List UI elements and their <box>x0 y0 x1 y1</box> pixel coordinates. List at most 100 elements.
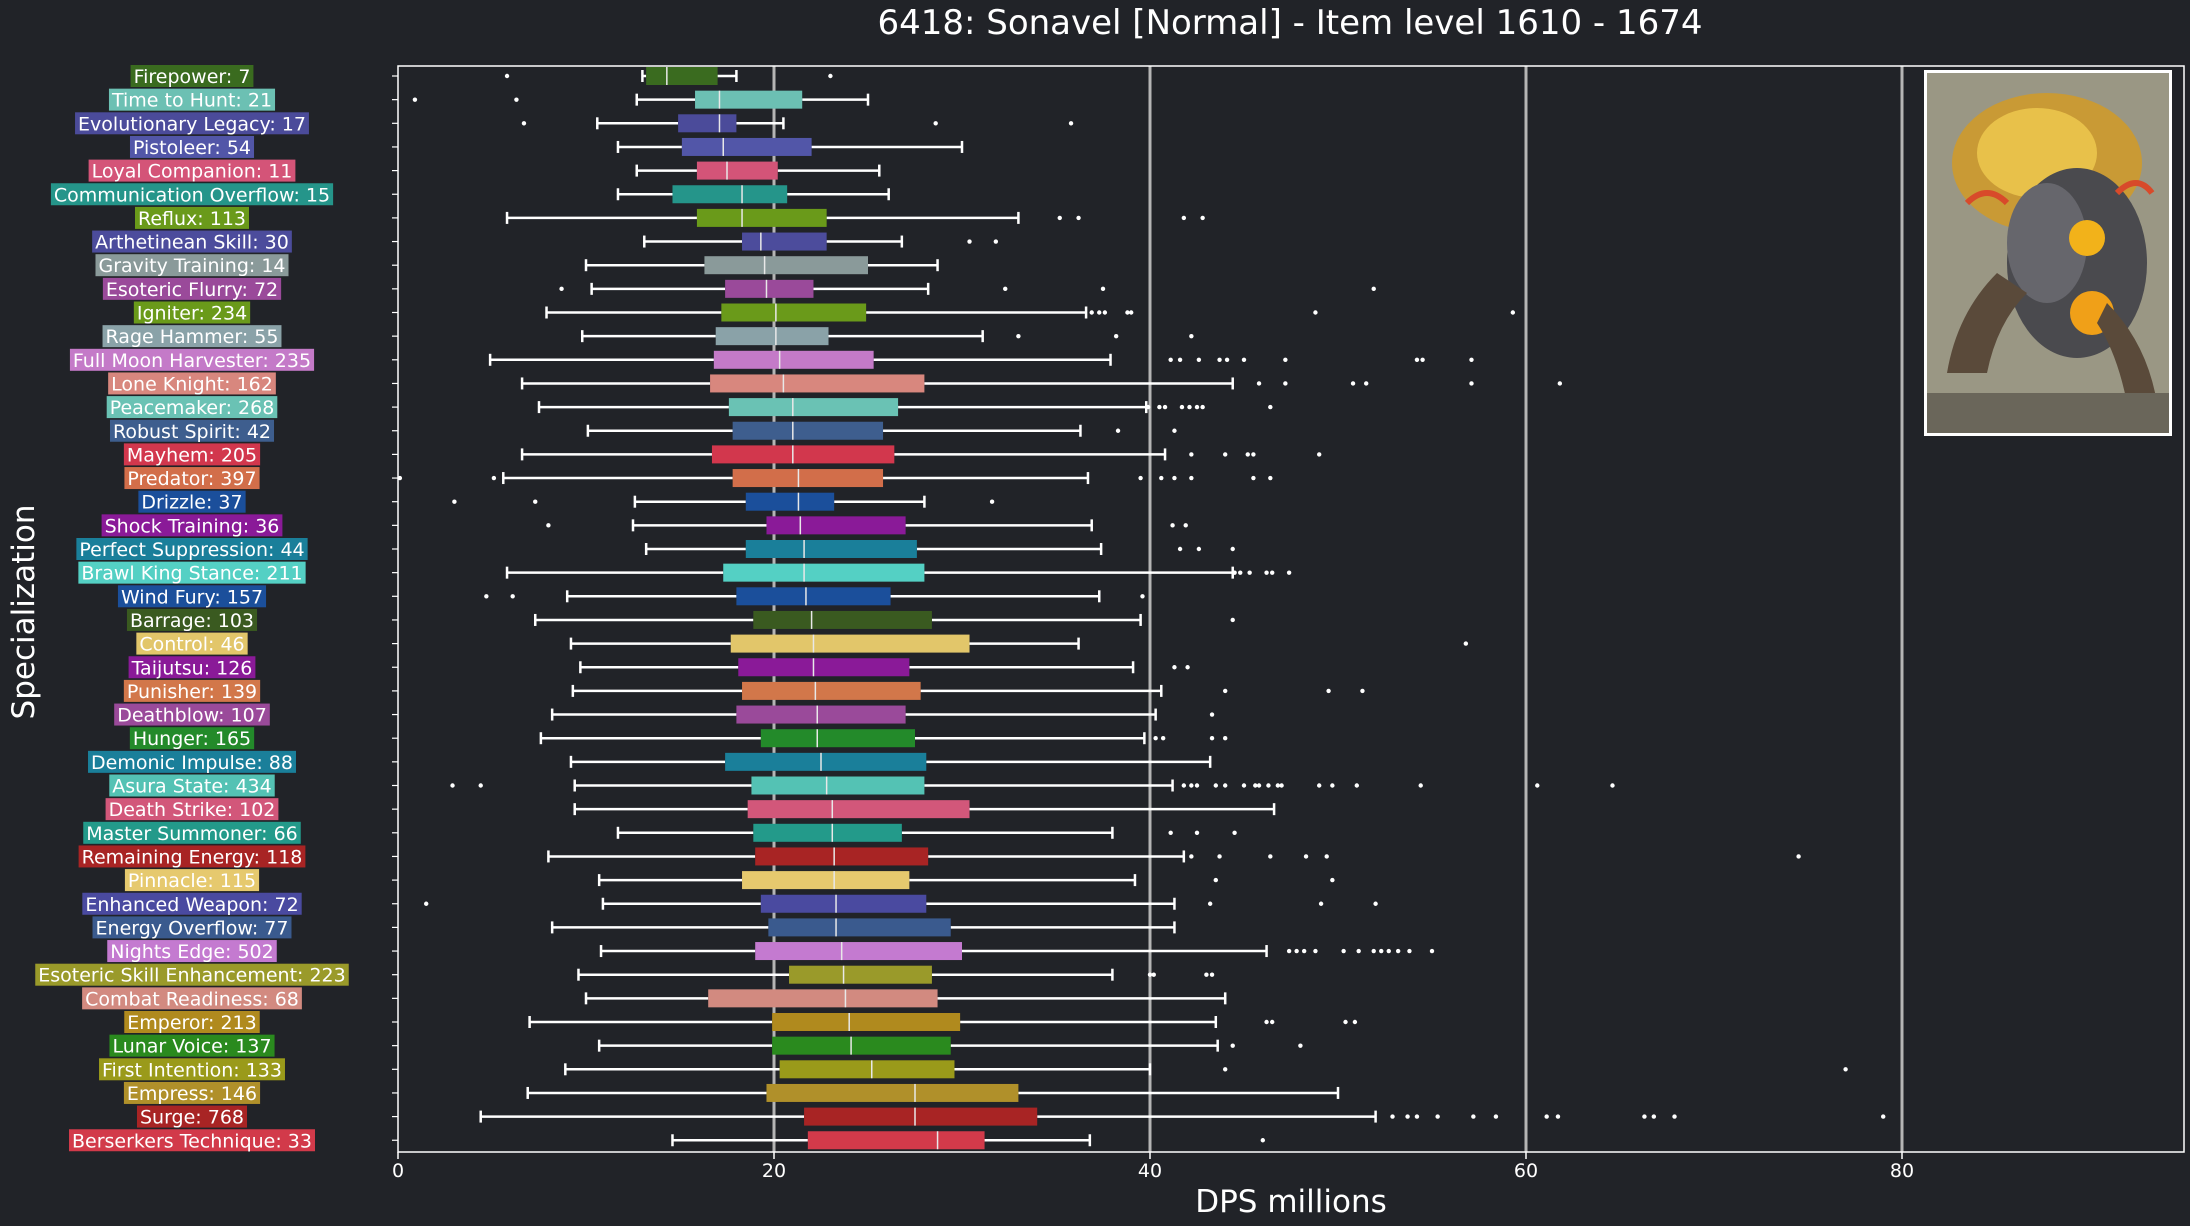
box-32 <box>616 823 1237 842</box>
box-1 <box>412 90 870 109</box>
outlier-point <box>1172 665 1177 670</box>
outlier-point <box>1493 1114 1499 1119</box>
box-iqr <box>742 871 910 890</box>
box-12 <box>488 350 1474 369</box>
category-label-text: Esoteric Flurry: 72 <box>106 279 278 301</box>
box-iqr <box>723 563 925 582</box>
outlier-point <box>1642 1114 1647 1119</box>
outlier-point <box>1217 357 1222 362</box>
outlier-point <box>1151 972 1156 977</box>
box-iqr <box>672 185 788 204</box>
category-label-background <box>123 679 261 702</box>
category-label-text: Nights Edge: 502 <box>110 941 274 963</box>
outlier-point <box>514 97 519 102</box>
box-iqr <box>738 658 910 677</box>
category-label-text: Barrage: 103 <box>130 610 254 632</box>
category-label: Firepower: 7 <box>130 65 254 88</box>
category-label: Remaining Energy: 118 <box>78 845 306 868</box>
outlier-point <box>1189 333 1194 339</box>
outlier-point <box>1147 972 1153 977</box>
grid-lines <box>772 66 1904 1152</box>
outlier-point <box>1555 1114 1561 1119</box>
outlier-point <box>1159 475 1164 481</box>
outlier-point <box>1068 121 1074 126</box>
box-iqr <box>732 421 884 440</box>
box-3 <box>616 137 964 156</box>
outlier-point <box>1286 570 1292 575</box>
category-label-background <box>78 561 306 584</box>
box-series <box>397 67 1886 1150</box>
outlier-point <box>1360 688 1365 694</box>
outlier-point <box>1371 286 1376 292</box>
box-7 <box>643 232 999 251</box>
category-label: Shock Training: 36 <box>101 514 283 537</box>
category-label-text: Loyal Companion: 11 <box>92 161 293 183</box>
box-14 <box>537 398 1273 417</box>
box-iqr <box>704 256 868 275</box>
outlier-point <box>1113 333 1119 339</box>
outlier-point <box>1115 428 1121 433</box>
outlier-point <box>521 121 527 126</box>
outlier-point <box>1253 783 1258 788</box>
box-iqr <box>772 1036 951 1055</box>
box-10 <box>545 303 1516 322</box>
box-26 <box>571 681 1365 700</box>
outlier-point <box>1224 357 1230 362</box>
outlier-point <box>1373 901 1378 906</box>
category-label: Perfect Suppression: 44 <box>76 538 308 561</box>
category-label-background <box>88 159 296 182</box>
outlier-point <box>1181 783 1187 788</box>
outlier-point <box>1256 381 1262 386</box>
category-label-background <box>105 798 279 821</box>
category-label: Esoteric Skill Enhancement: 223 <box>35 963 349 987</box>
category-label-background <box>92 916 292 939</box>
box-43 <box>526 1083 1340 1102</box>
outlier-point <box>1350 381 1356 386</box>
box-iqr <box>753 823 902 842</box>
outlier-point <box>1270 1019 1275 1025</box>
category-label-text: Igniter: 234 <box>137 303 247 325</box>
category-label-background <box>76 538 308 560</box>
category-label-background <box>78 845 306 868</box>
category-label-background <box>83 821 301 844</box>
category-label-background <box>117 585 267 608</box>
box-iqr <box>789 965 932 984</box>
outlier-point <box>1189 783 1194 788</box>
box-16 <box>520 445 1322 464</box>
category-label-background <box>69 1129 315 1152</box>
category-label-background <box>136 632 248 655</box>
category-label: Empress: 146 <box>123 1081 261 1105</box>
outlier-point <box>478 783 483 788</box>
category-label-background <box>106 396 278 419</box>
category-label: Time to Hunt: 21 <box>108 88 276 112</box>
category-label-text: Gravity Training: 14 <box>98 255 285 277</box>
box-iqr <box>711 445 895 464</box>
category-label-background <box>50 183 334 206</box>
outlier-point <box>1405 1114 1410 1119</box>
outlier-point <box>1418 783 1423 788</box>
box-19 <box>546 516 1188 535</box>
box-iqr <box>766 1083 1019 1102</box>
outlier-point <box>1076 215 1081 221</box>
outlier-point <box>1230 617 1235 623</box>
outlier-point <box>1317 783 1322 788</box>
outlier-point <box>1232 570 1237 575</box>
outlier-point <box>1223 452 1228 457</box>
box-iqr <box>728 398 899 417</box>
category-label: Energy Overflow: 77 <box>92 916 292 939</box>
category-label-background <box>88 750 296 773</box>
outlier-point <box>1407 948 1412 954</box>
outlier-point <box>1544 1114 1549 1119</box>
category-label: Lone Knight: 162 <box>108 372 276 395</box>
category-label-background <box>138 490 246 513</box>
outlier-point <box>1247 570 1252 575</box>
category-label-text: Hunger: 165 <box>133 728 251 750</box>
category-label-background <box>109 419 275 442</box>
category-label-background <box>35 963 349 986</box>
outlier-point <box>1230 1043 1235 1048</box>
box-20 <box>644 540 1235 558</box>
outlier-point <box>1194 783 1200 788</box>
outlier-point <box>1223 1067 1228 1072</box>
box-40 <box>528 1013 1358 1031</box>
box-iqr <box>696 208 827 227</box>
